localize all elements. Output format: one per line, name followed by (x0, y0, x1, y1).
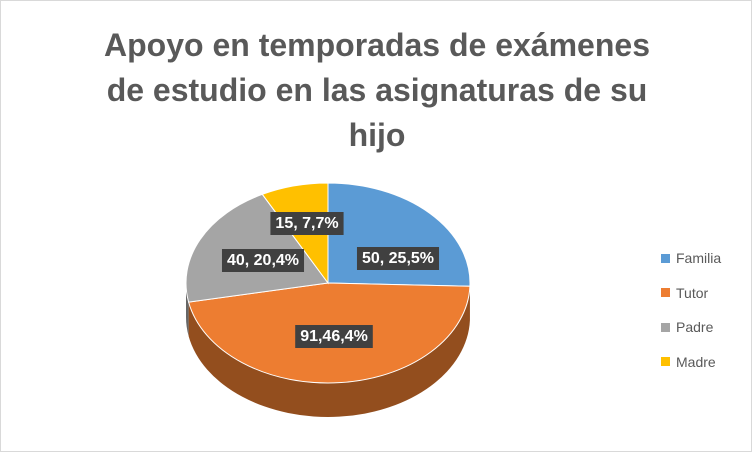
legend-item-madre: Madre (661, 345, 721, 380)
legend-label-familia: Familia (676, 250, 721, 266)
legend-item-familia: Familia (661, 241, 721, 276)
legend-swatch-tutor (661, 288, 670, 297)
data-label-familia: 50, 25,5% (357, 247, 439, 270)
legend-item-tutor: Tutor (661, 276, 721, 311)
legend: Familia Tutor Padre Madre (661, 241, 721, 379)
legend-item-padre: Padre (661, 310, 721, 345)
legend-swatch-familia (661, 254, 670, 263)
legend-label-tutor: Tutor (676, 285, 708, 301)
data-label-tutor: 91,46,4% (295, 325, 373, 348)
legend-swatch-madre (661, 357, 670, 366)
data-label-padre: 40, 20,4% (222, 249, 304, 272)
data-label-text-tutor: 91,46,4% (300, 328, 368, 345)
data-label-text-padre: 40, 20,4% (227, 252, 299, 269)
data-label-text-familia: 50, 25,5% (362, 250, 434, 267)
legend-swatch-padre (661, 323, 670, 332)
legend-label-madre: Madre (676, 354, 716, 370)
data-label-text-madre: 15, 7,7% (275, 215, 338, 232)
legend-label-padre: Padre (676, 319, 713, 335)
pie-slice-familia (328, 183, 470, 286)
data-label-madre: 15, 7,7% (270, 212, 343, 235)
